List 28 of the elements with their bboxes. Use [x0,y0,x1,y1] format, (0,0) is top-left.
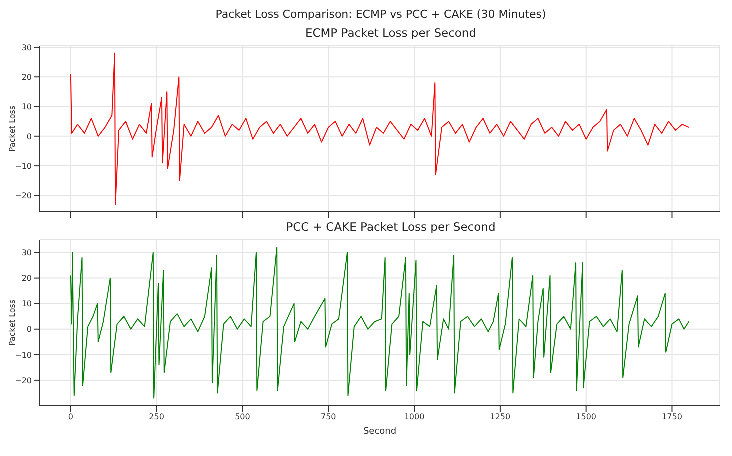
x-tick-label: 0 [68,412,74,422]
line-series [70,52,690,206]
x-tick-label: 750 [320,412,336,422]
x-axis-title: Second [363,427,397,437]
y-tick-label: −20 [15,192,32,201]
y-axis-title: Packet Loss [8,300,17,346]
x-tick-label: 1500 [576,412,597,422]
y-tick-label: 30 [22,248,32,258]
y-axis-title: Packet Loss [8,106,17,152]
x-tick-label: 500 [235,412,250,422]
y-tick-label: 10 [22,102,32,112]
chart-title: Packet Loss Comparison: ECMP vs PCC + CAKE (30 Minutes) [214,8,548,23]
x-tick-label: 1250 [490,412,511,422]
chart-title: PCC + CAKE Packet Loss per Second [285,220,497,236]
line-series [70,247,690,399]
y-tick-label: 20 [22,72,32,82]
y-tick-label: 20 [22,274,32,284]
y-tick-label: −10 [15,162,32,171]
chart-subtitle: ECMP Packet Loss per Second [304,26,478,42]
x-tick-label: 250 [149,412,164,422]
y-tick-label: −20 [15,376,32,386]
y-tick-label: 0 [26,325,32,334]
y-tick-label: 10 [22,300,32,309]
x-tick-label: 1000 [404,412,425,422]
y-tick-label: 30 [22,43,32,52]
y-tick-label: −10 [15,350,32,360]
x-tick-label: 1750 [662,412,682,422]
y-tick-label: 0 [26,132,32,142]
